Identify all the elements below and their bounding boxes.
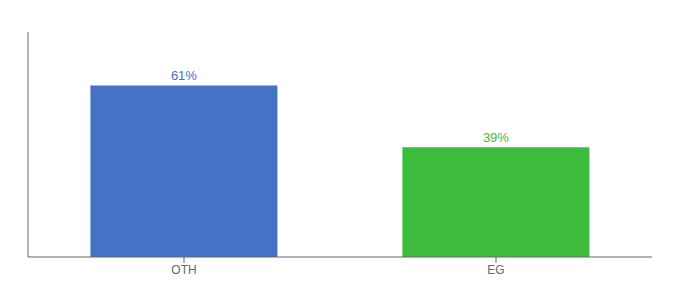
svg-text:EG: EG (487, 263, 504, 277)
svg-text:61%: 61% (171, 68, 197, 83)
svg-text:39%: 39% (483, 130, 509, 145)
svg-text:OTH: OTH (171, 263, 196, 277)
